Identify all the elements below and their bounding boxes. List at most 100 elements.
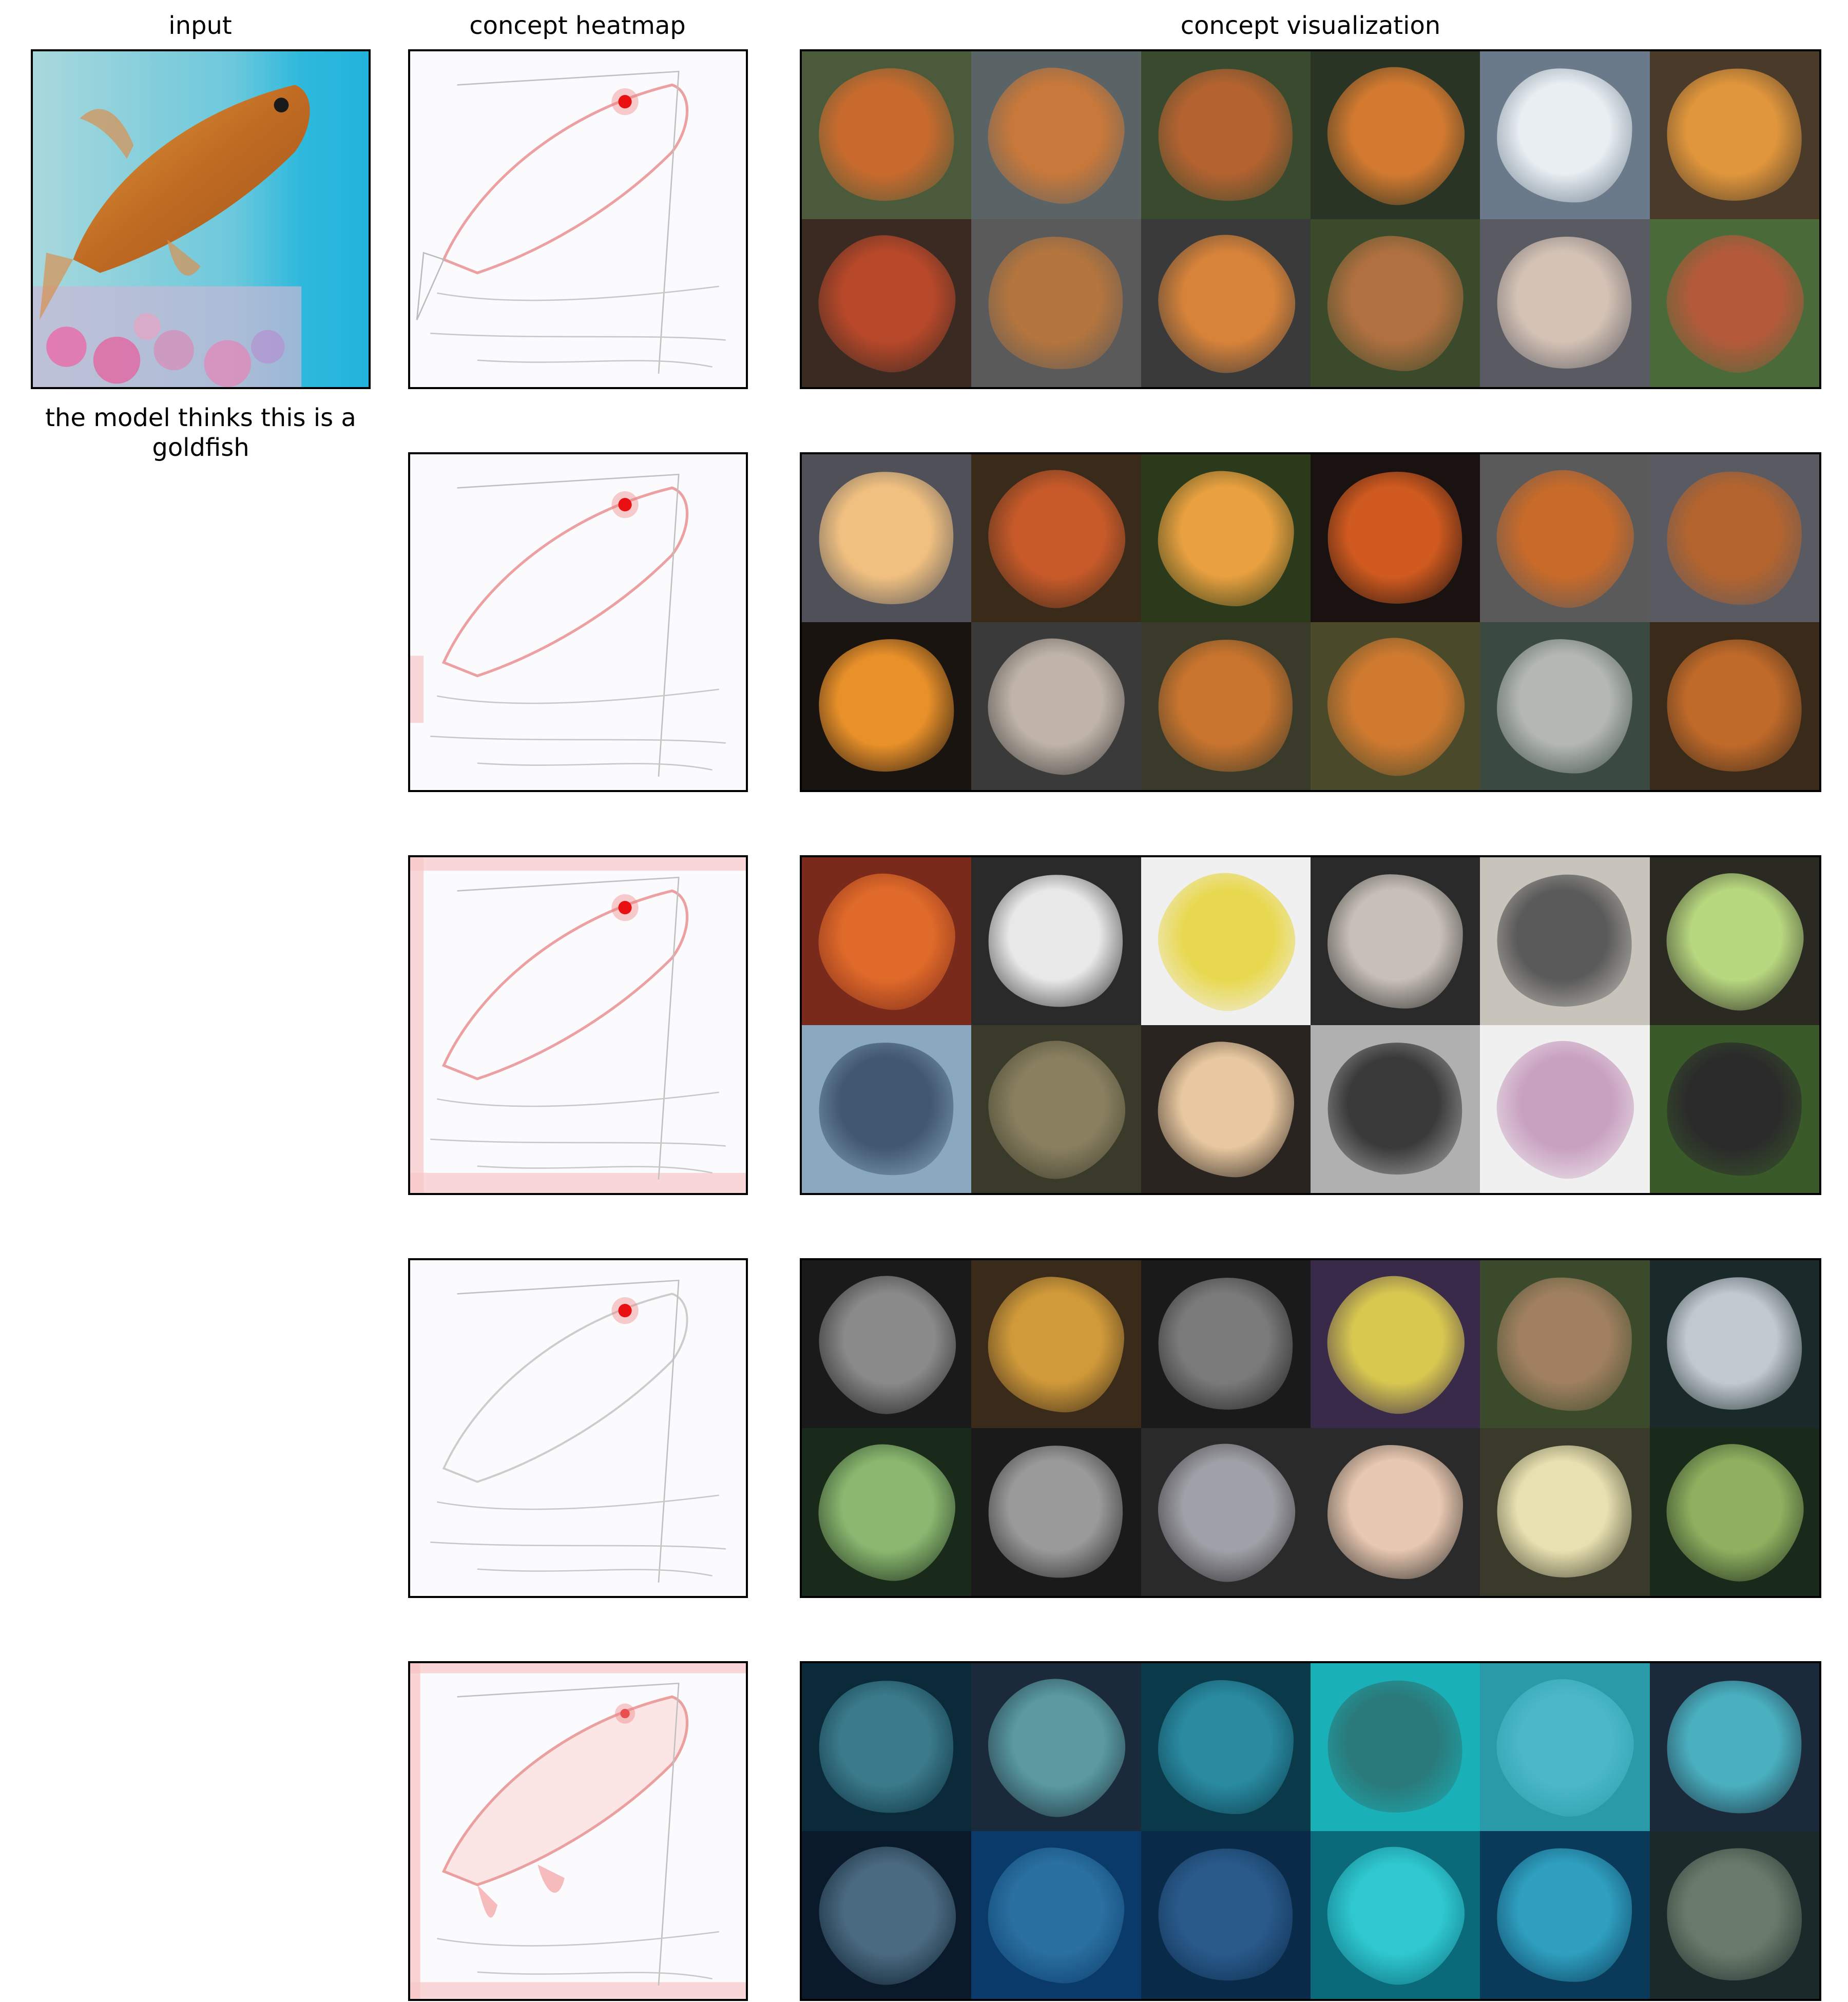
concept-example-image (1141, 1260, 1311, 1428)
concept-example-image (802, 1831, 972, 1999)
concept-region (1483, 1665, 1647, 1829)
concept-example-image (971, 857, 1141, 1025)
concept-example-image (971, 1260, 1141, 1428)
concept-example-image (1649, 1260, 1819, 1428)
concept-region (1649, 1260, 1819, 1428)
concept-example-image (802, 622, 972, 790)
concept-visualization-grid (800, 49, 1821, 389)
concept-example-image (1311, 1025, 1480, 1193)
concept-visualization-grid (800, 1258, 1821, 1598)
concept-region (1311, 1663, 1480, 1831)
concept-region (1480, 219, 1650, 387)
concept-example-image (1649, 1025, 1819, 1193)
concept-example-image (1311, 857, 1480, 1025)
concept-region (802, 622, 972, 790)
concept-example-image (1480, 622, 1650, 790)
concept-region (976, 224, 1136, 382)
concept-example-image (1649, 1428, 1819, 1596)
concept-region (1311, 1025, 1480, 1193)
concept-example-image (971, 1831, 1141, 1999)
concept-region (1652, 1430, 1817, 1594)
concept-region (984, 1272, 1129, 1416)
concept-example-image (1480, 1025, 1650, 1193)
concept-region (1141, 1260, 1311, 1428)
concept-example-image (1649, 454, 1819, 622)
concept-example-image (971, 219, 1141, 387)
concept-example-image (1141, 1025, 1311, 1193)
concept-region (808, 1031, 965, 1187)
concept-region (1492, 1843, 1638, 1987)
concept-region (1142, 52, 1310, 219)
concept-region (1311, 1260, 1480, 1428)
concept-example-image (1311, 1260, 1480, 1428)
concept-region (983, 1842, 1130, 1988)
concept-region (1311, 622, 1480, 790)
concept-example-image (1480, 1831, 1650, 1999)
concept-heatmap (408, 1258, 748, 1598)
concept-region (971, 1025, 1141, 1193)
concept-region (1480, 857, 1650, 1025)
visualization-column-title: concept visualization (1180, 11, 1441, 40)
concept-region (1649, 622, 1819, 790)
concept-example-image (1649, 219, 1819, 387)
concept-example-image (802, 1025, 972, 1193)
input-column-title: input (168, 11, 232, 40)
concept-region (1660, 464, 1809, 612)
concept-region (971, 454, 1141, 622)
concept-region (1141, 1831, 1311, 1999)
concept-region (804, 1665, 969, 1829)
concept-example-image (1141, 454, 1311, 622)
concept-region (1657, 1670, 1812, 1824)
concept-heatmap (408, 49, 748, 389)
concept-example-image (1311, 1831, 1480, 1999)
concept-region (974, 1430, 1139, 1594)
concept-example-image (971, 1025, 1141, 1193)
concept-example-image (1311, 454, 1480, 622)
concept-region (980, 60, 1132, 210)
concept-region (1311, 454, 1480, 622)
concept-region (1649, 51, 1819, 219)
concept-region (1327, 1445, 1464, 1580)
concept-region (810, 865, 964, 1017)
input-image (31, 49, 371, 389)
concept-region (1480, 454, 1650, 622)
concept-region (1158, 1680, 1294, 1815)
concept-region (1154, 467, 1297, 609)
concept-region (1324, 232, 1467, 374)
concept-region (807, 459, 966, 618)
concept-example-image (1141, 622, 1311, 790)
concept-example-image (1480, 1428, 1650, 1596)
concept-example-image (971, 622, 1141, 790)
concept-region (1496, 638, 1634, 775)
concept-example-image (1480, 857, 1650, 1025)
concept-visualization-grid (800, 452, 1821, 792)
concept-visualization-grid (800, 855, 1821, 1195)
concept-region (1141, 219, 1311, 387)
concept-example-image (1311, 622, 1480, 790)
concept-example-image (802, 1260, 972, 1428)
concept-example-image (802, 219, 972, 387)
concept-example-image (971, 1428, 1141, 1596)
concept-example-image (802, 51, 972, 219)
concept-example-image (1649, 1831, 1819, 1999)
concept-example-image (802, 1428, 972, 1596)
concept-region (1494, 66, 1635, 205)
concept-example-image (1480, 454, 1650, 622)
concept-example-image (1141, 1428, 1311, 1596)
concept-region (806, 223, 967, 383)
concept-heatmap (408, 855, 748, 1195)
concept-region (1480, 1428, 1650, 1596)
concept-region (1480, 1025, 1650, 1193)
concept-region (973, 858, 1139, 1024)
concept-region (1491, 1271, 1639, 1417)
concept-region (1141, 1428, 1311, 1596)
concept-region (971, 1663, 1141, 1831)
concept-region (809, 1435, 965, 1589)
concept-example-image (1311, 219, 1480, 387)
concept-example-image (802, 857, 972, 1025)
concept-example-image (971, 1663, 1141, 1831)
concept-example-image (1141, 219, 1311, 387)
concept-region (802, 1831, 972, 1999)
concept-region (802, 1260, 972, 1428)
concept-example-image (1311, 51, 1480, 219)
